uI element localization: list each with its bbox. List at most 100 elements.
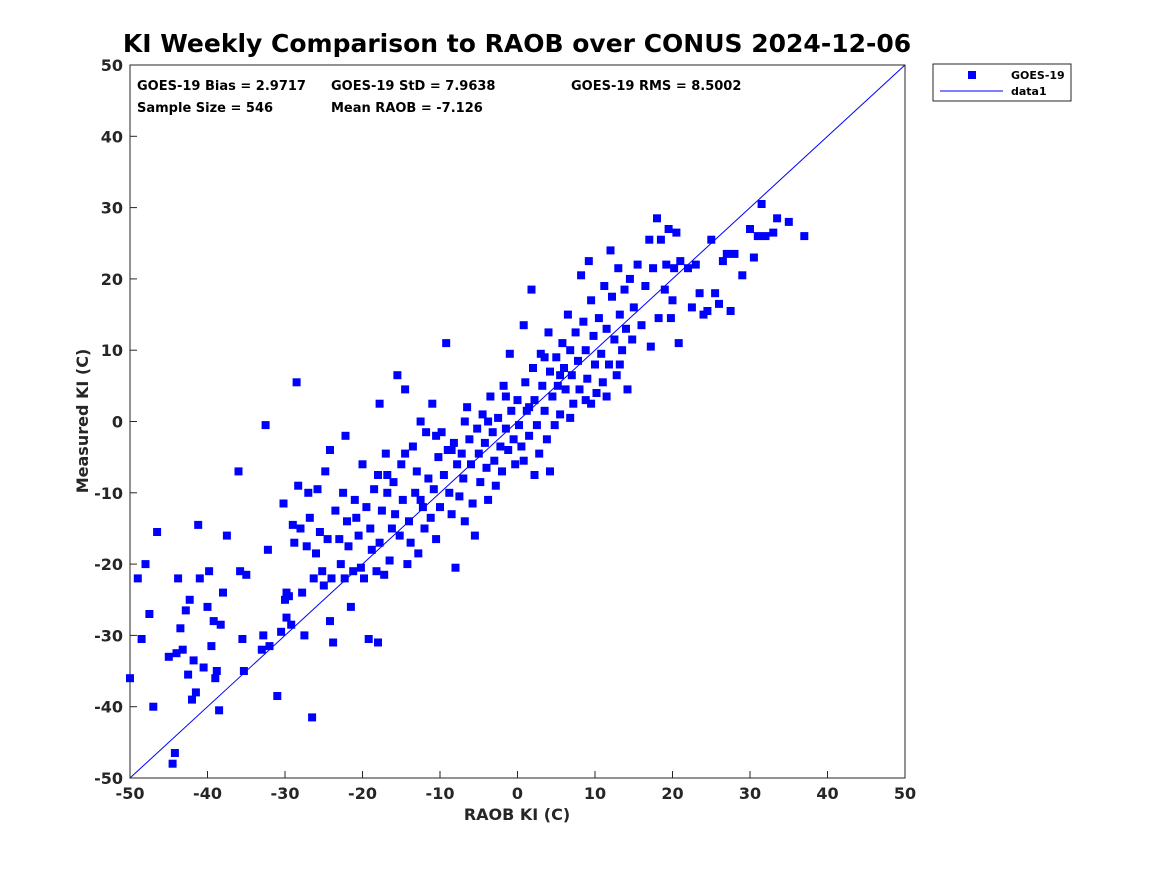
- data-point-goes19: [393, 371, 402, 380]
- data-point-goes19: [757, 200, 766, 208]
- data-point-goes19: [532, 421, 541, 430]
- data-point-goes19: [540, 353, 549, 362]
- y-tick-label: 20: [101, 270, 123, 289]
- data-point-goes19: [529, 364, 537, 372]
- data-point-goes19: [305, 513, 314, 522]
- x-tick-label: -40: [193, 784, 222, 803]
- data-point-goes19: [401, 449, 410, 458]
- data-point-goes19: [612, 371, 621, 380]
- data-point-goes19: [589, 331, 598, 340]
- data-point-goes19: [367, 545, 376, 554]
- data-point-goes19: [753, 232, 762, 241]
- axis-ticks: -50 -40 -30 -20 -10 0 10 20 30 40 50 50 40 30 20 10 0 -10…: [94, 56, 916, 803]
- data-point-goes19: [326, 617, 334, 626]
- data-point-goes19: [164, 652, 173, 661]
- data-point-goes19: [501, 424, 510, 433]
- data-point-goes19: [800, 232, 809, 241]
- data-point-goes19: [460, 517, 469, 526]
- data-point-goes19: [587, 296, 596, 305]
- data-point-goes19: [199, 663, 208, 672]
- data-point-goes19: [346, 602, 355, 611]
- data-point-goes19: [467, 460, 475, 469]
- data-point-goes19: [309, 574, 318, 583]
- data-point-goes19: [615, 360, 624, 369]
- x-tick-label: 40: [816, 784, 838, 803]
- data-point-goes19: [141, 560, 150, 569]
- data-point-goes19: [137, 635, 146, 643]
- data-point-goes19: [649, 264, 658, 273]
- data-point-goes19: [703, 307, 712, 315]
- data-point-goes19: [298, 588, 307, 597]
- x-tick-label: 10: [584, 784, 606, 803]
- data-point-goes19: [540, 406, 549, 415]
- data-point-goes19: [389, 478, 398, 487]
- data-point-goes19: [219, 588, 227, 597]
- data-point-goes19: [391, 510, 400, 519]
- data-point-goes19: [239, 667, 248, 675]
- data-point-goes19: [615, 310, 624, 319]
- data-point-goes19: [420, 524, 429, 533]
- data-point-goes19: [354, 531, 363, 540]
- data-point-goes19: [484, 495, 493, 504]
- data-point-goes19: [598, 378, 607, 387]
- data-point-goes19: [216, 620, 225, 629]
- data-point-goes19: [591, 360, 599, 369]
- data-point-goes19: [519, 456, 528, 465]
- data-point-goes19: [174, 574, 183, 583]
- data-point-goes19: [178, 645, 187, 654]
- data-point-goes19: [581, 346, 590, 355]
- data-point-goes19: [395, 531, 404, 540]
- data-point-goes19: [383, 488, 392, 497]
- data-point-goes19: [687, 303, 696, 312]
- data-point-goes19: [327, 574, 336, 583]
- data-point-goes19: [769, 228, 778, 237]
- data-point-goes19: [188, 695, 196, 704]
- data-point-goes19: [437, 428, 446, 437]
- data-point-goes19: [676, 257, 685, 266]
- data-point-goes19: [238, 635, 247, 643]
- data-point-goes19: [517, 442, 526, 451]
- data-point-goes19: [726, 307, 735, 315]
- data-point-goes19: [261, 421, 270, 430]
- data-point-goes19: [556, 410, 565, 419]
- legend-box: [932, 63, 1072, 102]
- data-point-goes19: [234, 467, 243, 476]
- data-point-goes19: [473, 424, 482, 433]
- data-point-goes19: [511, 460, 520, 469]
- data-point-goes19: [515, 421, 523, 430]
- data-point-goes19: [519, 321, 528, 330]
- data-point-goes19: [374, 638, 382, 647]
- data-point-goes19: [530, 471, 539, 479]
- data-point-goes19: [294, 481, 303, 490]
- data-point-goes19: [380, 570, 389, 579]
- data-point-goes19: [486, 392, 495, 401]
- data-point-goes19: [637, 321, 646, 330]
- data-point-goes19: [418, 503, 427, 512]
- data-point-goes19: [560, 364, 568, 372]
- data-point-goes19: [738, 271, 747, 280]
- data-point-goes19: [496, 442, 505, 451]
- data-point-goes19: [660, 285, 669, 294]
- data-point-goes19: [126, 674, 134, 683]
- data-point-goes19: [374, 471, 382, 479]
- data-point-goes19: [133, 574, 142, 583]
- data-point-goes19: [608, 292, 616, 301]
- data-point-goes19: [282, 613, 291, 622]
- data-point-goes19: [356, 563, 365, 572]
- data-point-goes19: [279, 499, 288, 508]
- y-tick-label: -40: [94, 698, 123, 717]
- data-point-goes19: [308, 713, 317, 722]
- data-point-goes19: [195, 574, 204, 583]
- data-point-goes19: [406, 538, 415, 547]
- data-point-goes19: [530, 396, 539, 405]
- data-point-goes19: [584, 257, 593, 266]
- stat-mean-raob: Mean RAOB = -7.126: [331, 101, 483, 116]
- data-point-goes19: [476, 478, 485, 487]
- data-point-goes19: [664, 225, 673, 233]
- data-point-goes19: [662, 260, 671, 269]
- data-point-goes19: [629, 303, 638, 312]
- data-point-goes19: [606, 246, 615, 255]
- data-point-goes19: [654, 314, 663, 323]
- data-point-goes19: [480, 438, 489, 447]
